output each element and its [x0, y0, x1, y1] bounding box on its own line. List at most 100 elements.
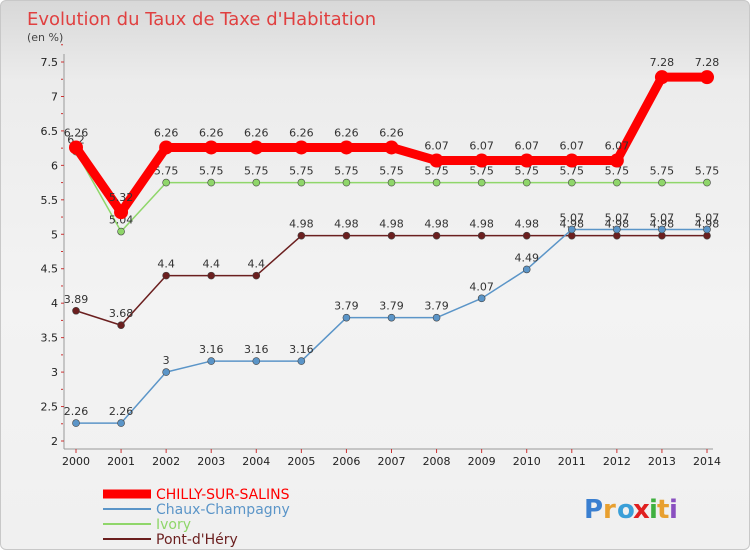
y-tick-label: 5	[51, 228, 58, 241]
data-point	[703, 225, 711, 234]
y-tick-label: 6	[51, 159, 58, 172]
data-label: 4.98	[289, 218, 314, 231]
x-tick-label: 2003	[197, 455, 225, 468]
data-label: 5.75	[514, 165, 539, 178]
data-point	[567, 178, 576, 187]
data-point	[519, 153, 534, 168]
x-tick-label: 2006	[332, 455, 360, 468]
data-label: 5.75	[379, 165, 404, 178]
logo-letter: i	[649, 495, 658, 525]
data-label: 5.75	[289, 165, 314, 178]
series: 6.26 5.32 6.26 6.26 6.26 6.26 6.26 6.26 6.07 6.07…	[64, 56, 720, 220]
data-label: 2.26	[64, 405, 89, 418]
data-label: 6.26	[289, 126, 314, 139]
data-label: 3.89	[64, 293, 89, 306]
data-label: 7.28	[695, 56, 720, 69]
y-tick-label: 3	[51, 366, 58, 379]
data-point	[159, 140, 174, 155]
data-label: 6.07	[469, 140, 494, 153]
data-label: 6.07	[605, 140, 630, 153]
chart-title: Evolution du Taux de Taxe d'Habitation	[27, 9, 376, 30]
data-point	[204, 140, 219, 155]
data-point	[207, 271, 216, 280]
data-label: 4.49	[514, 251, 539, 264]
x-tick-label: 2009	[468, 455, 496, 468]
data-label: 3.16	[199, 343, 224, 356]
data-point	[429, 153, 444, 168]
data-point	[339, 140, 354, 155]
data-label: 5.07	[560, 211, 585, 224]
x-tick-label: 2000	[62, 455, 90, 468]
data-point	[432, 313, 441, 322]
data-point	[252, 357, 261, 365]
x-tick-label: 2001	[107, 455, 135, 468]
data-label: 5.75	[244, 165, 269, 178]
data-label: 5.75	[424, 165, 449, 178]
logo-letter: x	[633, 495, 650, 525]
legend: CHILLY-SUR-SALINSChaux-ChampagnyIvoryPon…	[103, 487, 290, 548]
data-label: 4.4	[157, 258, 175, 271]
data-label: 3.16	[244, 343, 269, 356]
legend-label: Ivory	[156, 517, 191, 533]
data-label: 5.07	[605, 211, 630, 224]
y-tick-label: 3.5	[41, 332, 59, 345]
data-point	[700, 70, 714, 85]
data-point	[342, 231, 351, 240]
data-point	[432, 178, 441, 187]
data-point	[658, 225, 666, 234]
series: 3.89 3.68 4.4 4.4 4.4 4.98 4.98 4.98 4.98 4.98 4.9…	[64, 218, 719, 330]
x-tick-label: 2012	[603, 455, 631, 468]
data-point	[249, 140, 264, 155]
y-tick-label: 4	[51, 297, 58, 310]
logo-letter: t	[657, 495, 669, 525]
data-point	[114, 205, 129, 220]
data-point	[522, 265, 531, 274]
data-point	[613, 178, 621, 187]
legend-label: Chaux-Champagny	[156, 502, 290, 518]
data-label: 6.26	[199, 126, 224, 139]
data-label: 3	[163, 354, 170, 367]
data-point	[654, 70, 669, 85]
data-label: 4.98	[379, 218, 404, 231]
series: 2.26 2.26 3 3.16 3.16 3.16 3.79 3.79 3.79 4.07 4.4…	[64, 211, 719, 427]
data-label: 4.98	[560, 218, 585, 231]
x-tick-label: 2010	[513, 455, 541, 468]
data-label: 5.75	[650, 165, 675, 178]
data-point	[564, 153, 579, 168]
data-label: 6.26	[244, 126, 269, 139]
data-point	[252, 271, 261, 280]
logo-letter: i	[669, 495, 678, 525]
y-tick-label: 5.5	[41, 194, 59, 207]
data-label: 5.75	[469, 165, 494, 178]
data-point	[252, 178, 261, 187]
x-tick-label: 2014	[693, 455, 721, 468]
data-label: 4.98	[469, 218, 494, 231]
data-point	[207, 178, 216, 187]
axes: 2 2.5 3 3.5 4 4.5 5 5.5 6 6.5 7 7.5 2000 2001 2002 2003…	[41, 44, 721, 468]
data-label: 3.68	[109, 307, 134, 320]
data-label: 5.75	[154, 165, 179, 178]
series-layer: 3.89 3.68 4.4 4.4 4.4 4.98 4.98 4.98 4.98 4.98 4.9…	[64, 56, 720, 427]
data-point	[297, 357, 306, 365]
chart-subtitle: (en %)	[27, 31, 63, 44]
data-point	[294, 140, 309, 155]
data-label: 4.98	[605, 218, 630, 231]
data-point	[342, 313, 351, 322]
data-label: 5.75	[199, 165, 224, 178]
data-label: 3.16	[289, 343, 314, 356]
x-tick-label: 2013	[648, 455, 676, 468]
y-tick-label: 2	[51, 435, 58, 448]
data-label: 6.07	[514, 140, 539, 153]
data-label: 7.28	[650, 56, 675, 69]
legend-label: Pont-d'Héry	[156, 532, 238, 548]
data-label: 6.26	[154, 126, 179, 139]
data-point	[477, 231, 486, 240]
y-tick-label: 2.5	[41, 401, 59, 414]
data-point	[387, 231, 396, 240]
data-point	[297, 231, 306, 240]
logo-letter: o	[617, 495, 635, 525]
data-label: 5.75	[560, 165, 585, 178]
data-point	[207, 357, 216, 365]
data-point	[609, 153, 624, 168]
data-point	[117, 227, 125, 236]
